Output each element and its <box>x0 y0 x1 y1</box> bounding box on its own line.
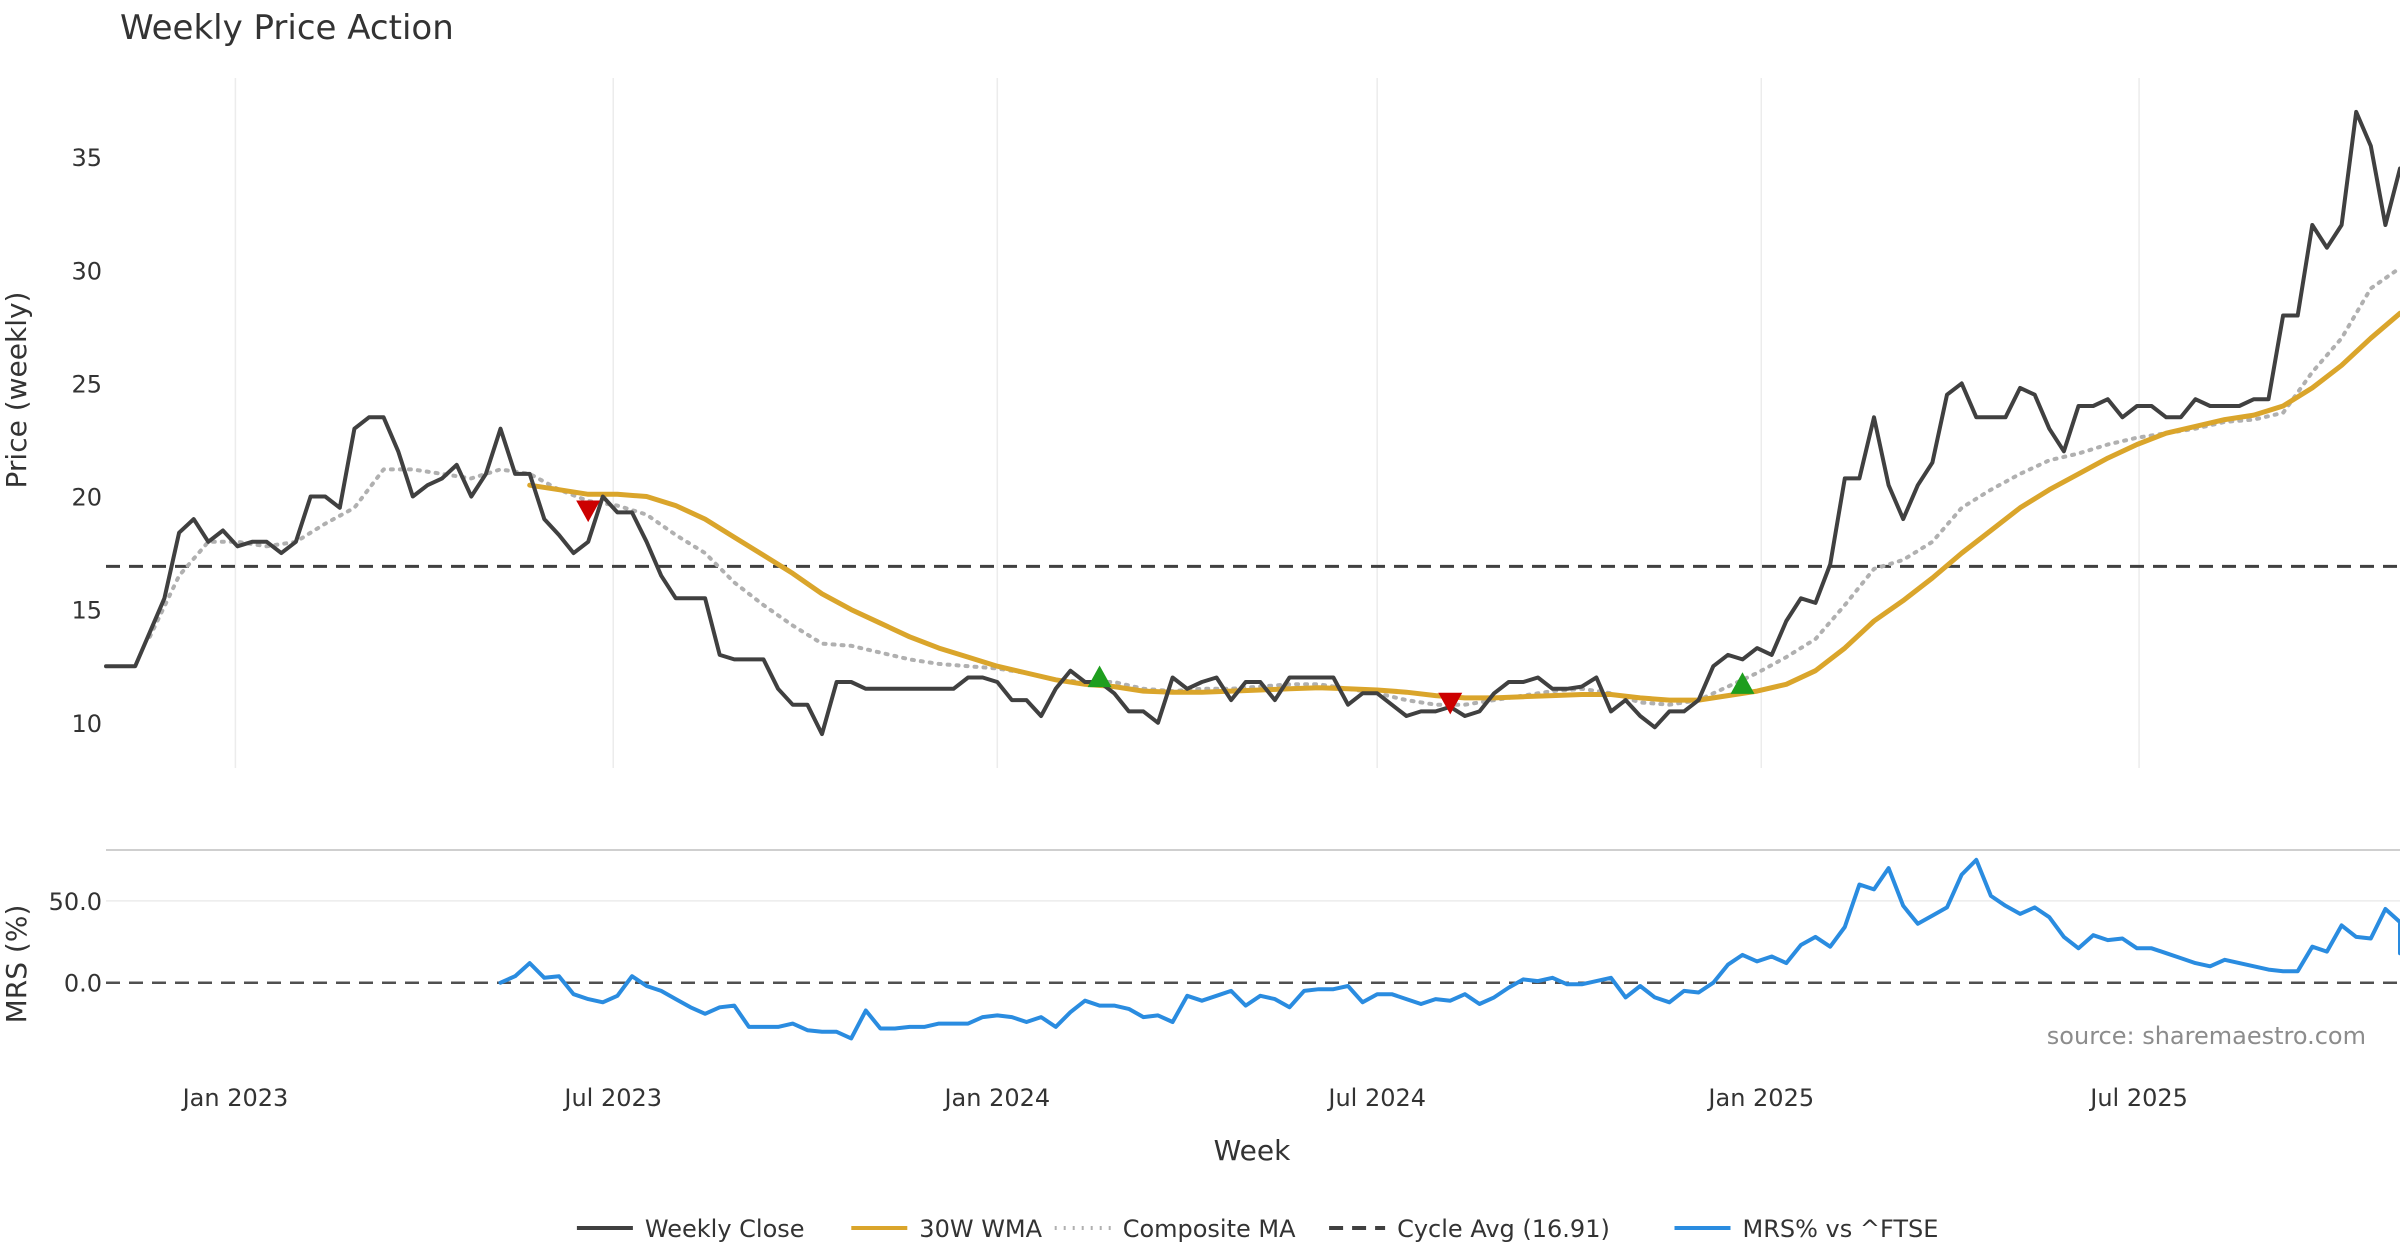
buy-signal-marker <box>1087 665 1112 688</box>
price-y-ticks: 10 15 20 25 30 35 <box>71 144 102 738</box>
mrs-panel: 0.0 50.0 <box>49 857 2400 1041</box>
legend-item-weekly-close: Weekly Close <box>576 1215 805 1243</box>
mrs-y-tick-label: 50.0 <box>49 888 102 916</box>
weekly-close-line <box>104 109 2400 737</box>
chart-legend: Weekly Close 30W WMA Composite MA Cycle Avg… <box>576 1215 1939 1243</box>
mrs-y-tick-label: 0.0 <box>64 970 102 998</box>
price-panel: 10 15 20 25 30 35 <box>71 78 2400 768</box>
composite-ma-line <box>147 266 2400 707</box>
30w-wma-line <box>527 310 2400 703</box>
price-y-tick-label: 20 <box>71 484 102 512</box>
x-tick-label: Jul 2023 <box>562 1084 662 1112</box>
x-axis-ticks: Jan 2023 Jul 2023 Jan 2024 Jul 2024 Jan 2025… <box>181 1084 2188 1112</box>
legend-label: 30W WMA <box>919 1215 1042 1243</box>
price-y-axis-label: Price (weekly) <box>0 292 33 489</box>
price-y-tick-label: 30 <box>71 257 102 285</box>
source-credit: source: sharemaestro.com <box>2047 1022 2366 1050</box>
mrs-y-ticks: 0.0 50.0 <box>49 888 102 998</box>
legend-item-30w-wma: 30W WMA <box>851 1215 1043 1243</box>
x-tick-label: Jan 2024 <box>942 1084 1050 1112</box>
price-y-tick-label: 15 <box>71 597 102 625</box>
legend-item-composite-ma: Composite MA <box>1054 1215 1296 1243</box>
sell-signal-marker <box>1438 692 1463 715</box>
chart-title: Weekly Price Action <box>120 8 454 48</box>
buy-signal-marker <box>1730 672 1755 694</box>
legend-label: Cycle Avg (16.91) <box>1397 1215 1610 1243</box>
mrs-line <box>498 857 2400 1041</box>
x-tick-label: Jul 2025 <box>2088 1084 2188 1112</box>
x-tick-label: Jan 2023 <box>181 1084 289 1112</box>
legend-item-cycle-avg-16-91: Cycle Avg (16.91) <box>1329 1215 1610 1243</box>
price-y-tick-label: 25 <box>71 370 102 398</box>
price-gridlines <box>234 78 2140 768</box>
mrs-y-axis-label: MRS (%) <box>0 905 33 1024</box>
price-y-tick-label: 35 <box>71 144 102 172</box>
signal-markers <box>576 500 1755 715</box>
legend-label: Composite MA <box>1123 1215 1296 1243</box>
x-axis-label: Week <box>1214 1134 1291 1167</box>
legend-item-mrs-vs-ftse: MRS% vs ^FTSE <box>1674 1215 1939 1243</box>
legend-label: MRS% vs ^FTSE <box>1743 1215 1939 1243</box>
x-tick-label: Jul 2024 <box>1326 1084 1426 1112</box>
x-tick-label: Jan 2025 <box>1706 1084 1814 1112</box>
price-y-tick-label: 10 <box>71 710 102 738</box>
price-series <box>104 109 2400 737</box>
mrs-series <box>498 857 2400 1041</box>
mrs-gridlines <box>106 900 2400 984</box>
sell-signal-marker <box>576 500 601 523</box>
legend-label: Weekly Close <box>645 1215 805 1243</box>
